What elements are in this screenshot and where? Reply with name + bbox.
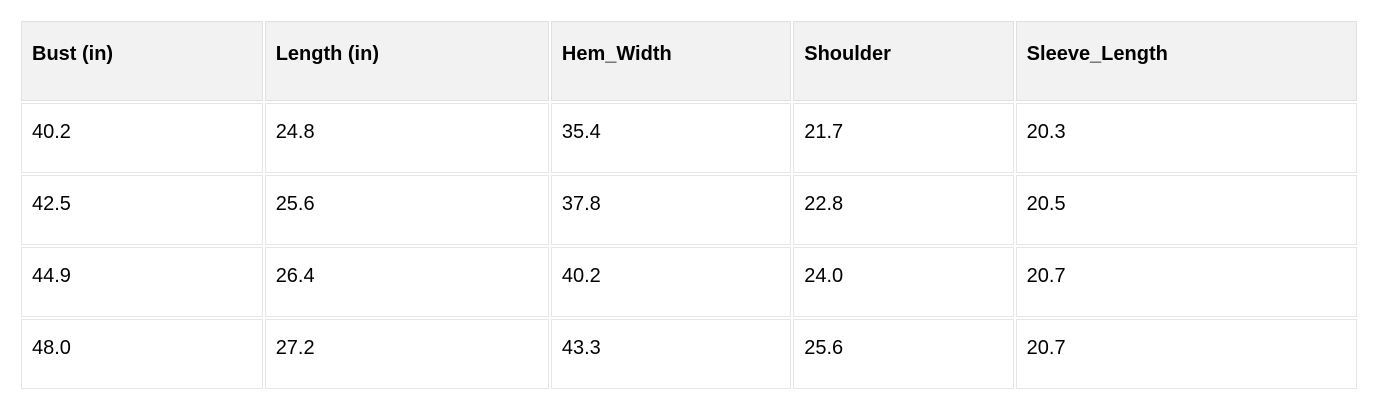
table-cell: 35.4 [550,103,792,173]
table-cell: 20.7 [1015,319,1357,389]
table-cell: 40.2 [21,103,263,173]
table-cell: 22.8 [793,175,1014,245]
table-cell: 43.3 [550,319,792,389]
table-header-row: Bust (in) Length (in) Hem_Width Shoulder… [21,21,1357,101]
table-cell: 20.3 [1015,103,1357,173]
column-header-sleeve-length: Sleeve_Length [1015,21,1357,101]
table-row: 48.0 27.2 43.3 25.6 20.7 [21,319,1357,389]
table-cell: 20.7 [1015,247,1357,317]
table-cell: 25.6 [793,319,1014,389]
table-cell: 48.0 [21,319,263,389]
column-header-hem-width: Hem_Width [550,21,792,101]
table-cell: 44.9 [21,247,263,317]
table-cell: 40.2 [550,247,792,317]
table-row: 44.9 26.4 40.2 24.0 20.7 [21,247,1357,317]
column-header-shoulder: Shoulder [793,21,1014,101]
table-cell: 27.2 [264,319,549,389]
column-header-length: Length (in) [264,21,549,101]
table-cell: 42.5 [21,175,263,245]
table-cell: 20.5 [1015,175,1357,245]
column-header-bust: Bust (in) [21,21,263,101]
table-cell: 24.8 [264,103,549,173]
table-cell: 24.0 [793,247,1014,317]
table-row: 42.5 25.6 37.8 22.8 20.5 [21,175,1357,245]
table-cell: 21.7 [793,103,1014,173]
table-cell: 25.6 [264,175,549,245]
table-row: 40.2 24.8 35.4 21.7 20.3 [21,103,1357,173]
table-cell: 37.8 [550,175,792,245]
table-cell: 26.4 [264,247,549,317]
measurements-table: Bust (in) Length (in) Hem_Width Shoulder… [19,19,1359,391]
